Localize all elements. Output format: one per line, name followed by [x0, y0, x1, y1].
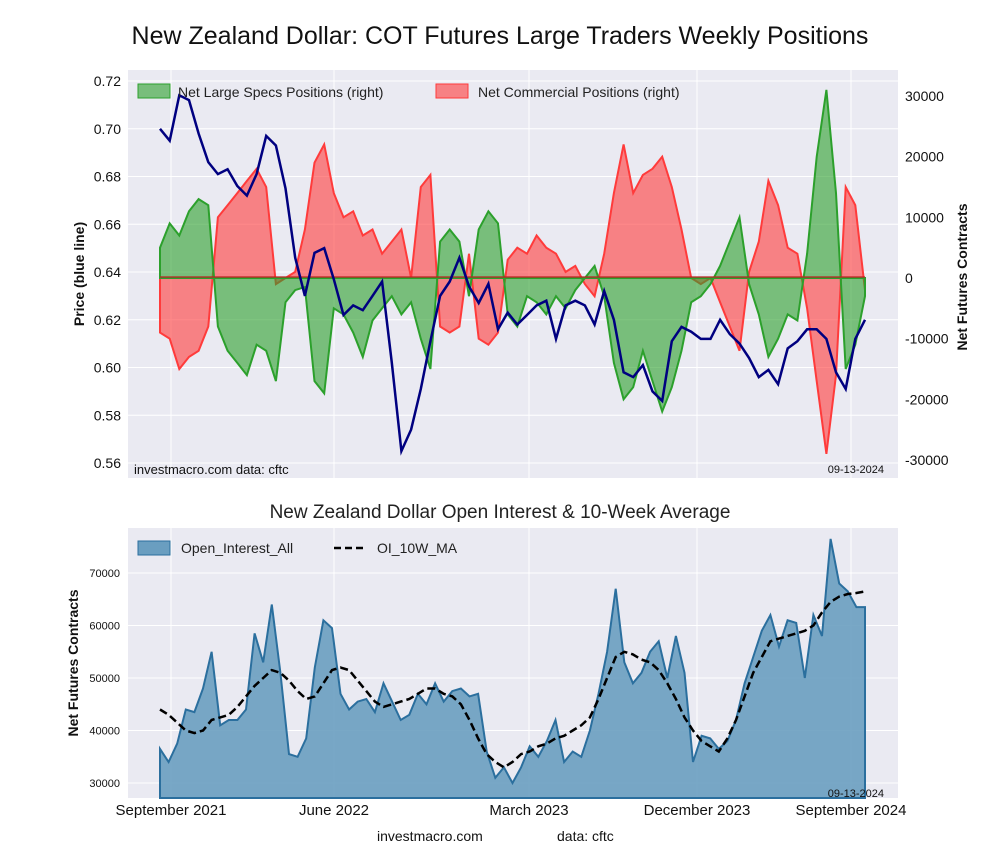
right-tick-label: 30000 [905, 88, 944, 104]
oi-y-tick-label: 50000 [89, 673, 120, 685]
date-label: 09-13-2024 [828, 464, 884, 476]
right-axis-ticks: -30000 -20000 -10000 0 10000 20000 30000 [905, 88, 949, 468]
left-tick-label: 0.72 [94, 73, 121, 89]
subchart-title: New Zealand Dollar Open Interest & 10-We… [269, 502, 731, 523]
oi-date-label: 09-13-2024 [828, 788, 884, 800]
position-areas [159, 89, 866, 455]
left-tick-label: 0.62 [94, 312, 121, 328]
watermark: investmacro.com data: cftc [134, 462, 289, 477]
open-interest-area [159, 538, 866, 799]
x-tick-label: September 2021 [116, 802, 227, 819]
left-axis-ticks: 0.56 0.58 0.60 0.62 0.64 0.66 0.68 0.70 0.72 [94, 73, 121, 471]
right-tick-label: -30000 [905, 452, 949, 468]
legend-label-specs: Net Large Specs Positions (right) [178, 84, 383, 100]
legend: Net Large Specs Positions (right) Net Co… [137, 83, 680, 100]
price-line [159, 93, 867, 456]
right-axis-label: Net Futures Contracts [954, 203, 970, 350]
right-tick-label: 10000 [905, 209, 944, 225]
x-tick-label: September 2024 [796, 802, 907, 819]
right-tick-label: 0 [905, 270, 913, 286]
legend-label-ma: OI_10W_MA [377, 540, 458, 556]
left-tick-label: 0.56 [94, 455, 121, 471]
left-axis-label: Price (blue line) [71, 222, 87, 326]
specs-area [159, 89, 866, 415]
legend-swatch-oi [137, 540, 171, 556]
commercial-area [159, 141, 866, 455]
right-tick-label: -10000 [905, 331, 949, 347]
left-tick-label: 0.66 [94, 216, 121, 232]
footer-site: investmacro.com [377, 828, 483, 844]
legend-swatch-specs [137, 83, 171, 99]
oi-y-axis-label: Net Futures Contracts [65, 589, 81, 736]
oi-y-tick-label: 30000 [89, 778, 120, 790]
oi-ma-line [159, 590, 866, 769]
left-tick-label: 0.60 [94, 360, 121, 376]
right-tick-label: 20000 [905, 149, 944, 165]
left-tick-label: 0.68 [94, 169, 121, 185]
left-tick-label: 0.70 [94, 121, 121, 137]
oi-y-tick-label: 60000 [89, 621, 120, 633]
oi-y-tick-label: 70000 [89, 568, 120, 580]
positions-chart: 0.56 0.58 0.60 0.62 0.64 0.66 0.68 0.70 0.72 -30… [71, 70, 970, 478]
legend-oi: Open_Interest_All OI_10W_MA [137, 540, 458, 556]
left-tick-label: 0.64 [94, 264, 121, 280]
right-tick-label: -20000 [905, 391, 949, 407]
legend-label-oi: Open_Interest_All [181, 540, 293, 556]
x-tick-label: June 2022 [299, 802, 369, 819]
footer-source: data: cftc [557, 828, 614, 844]
legend-label-commercial: Net Commercial Positions (right) [478, 84, 680, 100]
chart-title: New Zealand Dollar: COT Futures Large Tr… [131, 22, 869, 50]
oi-y-tick-label: 40000 [89, 726, 120, 738]
x-tick-label: March 2023 [489, 802, 568, 819]
legend-swatch-commercial [435, 83, 469, 99]
left-tick-label: 0.58 [94, 407, 121, 423]
x-tick-label: December 2023 [644, 802, 751, 819]
x-axis-ticks: September 2021 June 2022 March 2023 Decembe… [116, 802, 907, 819]
oi-y-ticks: 30000 40000 50000 60000 70000 [89, 568, 120, 790]
